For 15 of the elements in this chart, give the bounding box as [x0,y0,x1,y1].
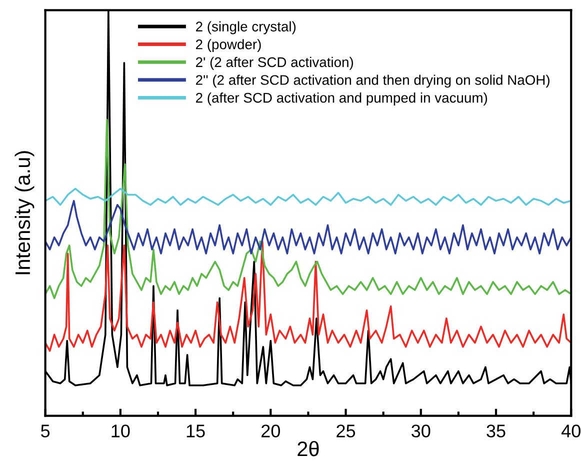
x-tick-label: 40 [561,424,580,438]
legend-label: 2 (powder) [196,39,261,52]
legend-label: 2'' (2 after SCD activation and then drying on solid NaOH) [196,74,550,88]
x-tick-label: 5 [41,424,50,438]
legend-label: 2 (after SCD activation and pumped in vacuum) [196,92,488,106]
x-axis-title: 2θ [298,440,319,456]
x-tick-label: 15 [186,424,205,438]
x-tick-label: 20 [262,424,280,438]
y-axis-title: Intensity (a.u) [14,151,34,274]
x-tick-label: 30 [412,424,430,438]
x-tick-label: 35 [486,424,506,438]
legend-label: 2 (single crystal) [196,21,296,34]
x-tick-label: 25 [336,424,356,438]
legend-label: 2' (2 after SCD activation) [196,56,354,70]
x-tick-label: 10 [112,424,130,438]
